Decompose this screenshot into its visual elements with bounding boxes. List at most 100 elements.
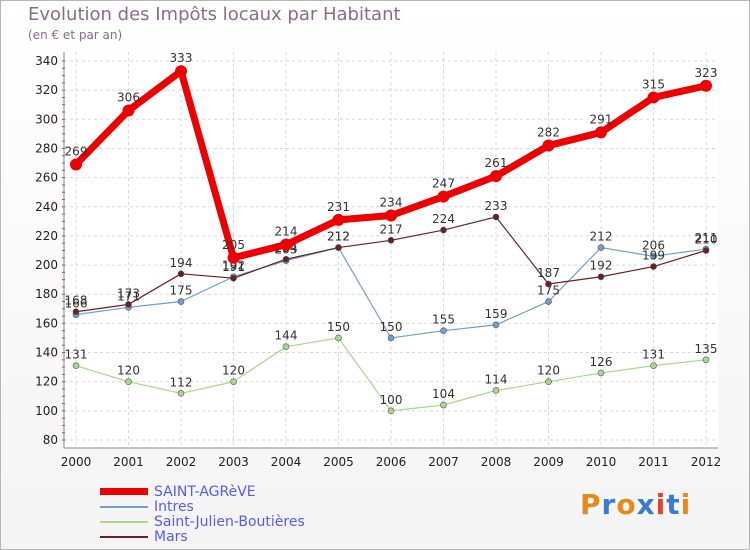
data-point — [650, 263, 657, 270]
data-label: 205 — [222, 238, 245, 252]
logo-letter: r — [601, 488, 617, 521]
data-point — [230, 274, 237, 282]
data-point — [70, 158, 82, 171]
data-label: 155 — [432, 313, 455, 327]
data-label: 131 — [642, 348, 665, 362]
data-point — [125, 378, 132, 385]
data-point — [597, 273, 605, 281]
legend-entry: Saint-Julien-Boutières — [100, 514, 360, 530]
data-label: 212 — [327, 230, 350, 244]
x-tick-label: 2010 — [586, 455, 617, 469]
data-point — [387, 334, 395, 342]
x-tick-label: 2004 — [271, 455, 302, 469]
data-point — [595, 126, 607, 139]
legend-entry: SAINT-AGRèVE — [100, 484, 360, 500]
data-point — [387, 407, 395, 415]
data-point — [385, 209, 397, 222]
data-label: 166 — [65, 297, 88, 311]
x-tick-label: 2006 — [376, 455, 407, 469]
y-tick-label: 80 — [43, 433, 58, 447]
data-point — [650, 362, 657, 369]
data-label: 187 — [537, 266, 560, 280]
x-tick-label: 2008 — [481, 455, 512, 469]
data-point — [700, 79, 712, 92]
data-label: 192 — [222, 259, 245, 273]
legend-entry: Mars — [100, 529, 360, 545]
data-label: 234 — [380, 196, 403, 210]
data-label: 282 — [537, 126, 560, 140]
data-point — [125, 301, 132, 308]
data-label: 171 — [117, 289, 140, 303]
data-label: 173 — [117, 286, 140, 300]
y-tick-label: 340 — [35, 54, 58, 68]
data-label: 120 — [117, 364, 140, 378]
data-point — [282, 255, 290, 263]
data-point — [647, 91, 660, 104]
logo-letter: x — [636, 488, 656, 521]
x-tick-label: 2001 — [113, 455, 144, 469]
data-label: 159 — [485, 307, 508, 321]
data-point — [545, 378, 552, 385]
logo-letter: P — [580, 488, 602, 521]
data-point — [335, 334, 342, 342]
data-label: 315 — [642, 77, 665, 91]
x-tick-label: 2002 — [166, 455, 197, 469]
y-tick-label: 160 — [35, 316, 58, 330]
data-point — [177, 390, 185, 397]
data-point — [335, 244, 342, 251]
data-point — [490, 170, 502, 183]
data-point — [650, 253, 657, 260]
data-point — [332, 213, 345, 226]
data-point — [440, 401, 447, 409]
x-tick-label: 2012 — [691, 455, 722, 469]
data-label: 231 — [327, 200, 350, 214]
data-point — [175, 65, 187, 78]
data-label: 175 — [170, 284, 193, 298]
data-point — [440, 327, 447, 334]
data-label: 120 — [222, 364, 245, 378]
data-label: 120 — [537, 364, 560, 378]
data-label: 323 — [695, 66, 718, 80]
data-label: 175 — [537, 284, 560, 298]
y-tick-label: 140 — [35, 346, 58, 360]
data-point — [177, 298, 185, 305]
data-label: 150 — [327, 320, 350, 334]
data-label: 104 — [432, 387, 455, 401]
data-label: 233 — [485, 199, 508, 213]
data-label: 199 — [642, 249, 665, 263]
data-label: 144 — [275, 329, 298, 343]
data-point — [122, 104, 135, 117]
data-label: 194 — [170, 256, 193, 270]
data-point — [227, 251, 240, 264]
x-tick-label: 2007 — [428, 455, 459, 469]
legend-label: Intres — [154, 499, 194, 515]
proxiti-logo: Proxiti — [580, 488, 691, 521]
data-label: 291 — [590, 112, 613, 126]
data-point — [542, 139, 555, 152]
chart-legend: SAINT-AGRèVE Intres Saint-Julien-Boutières… — [100, 484, 360, 545]
logo-letter: o — [616, 488, 637, 521]
data-point — [230, 378, 237, 385]
data-label: 247 — [432, 177, 455, 191]
data-label: 135 — [695, 342, 718, 356]
chart-subtitle: (en € et par an) — [28, 28, 123, 42]
data-label: 217 — [380, 222, 403, 236]
y-tick-label: 200 — [35, 258, 58, 272]
logo-letter: t — [666, 488, 681, 521]
data-label: 333 — [170, 51, 193, 65]
data-point — [282, 343, 290, 351]
data-point — [437, 190, 450, 203]
y-tick-label: 280 — [35, 141, 58, 155]
data-label: 210 — [695, 233, 718, 247]
y-tick-label: 300 — [35, 112, 58, 126]
logo-letter: i — [655, 488, 667, 521]
data-point — [702, 356, 710, 364]
data-point — [72, 308, 80, 316]
chart-title: Evolution des Impôts locaux par Habitant — [28, 4, 401, 25]
data-point — [280, 238, 292, 251]
data-label: 206 — [642, 238, 665, 252]
legend-entry: Intres — [100, 499, 360, 515]
data-label: 126 — [590, 355, 613, 369]
legend-label: Mars — [154, 529, 188, 545]
